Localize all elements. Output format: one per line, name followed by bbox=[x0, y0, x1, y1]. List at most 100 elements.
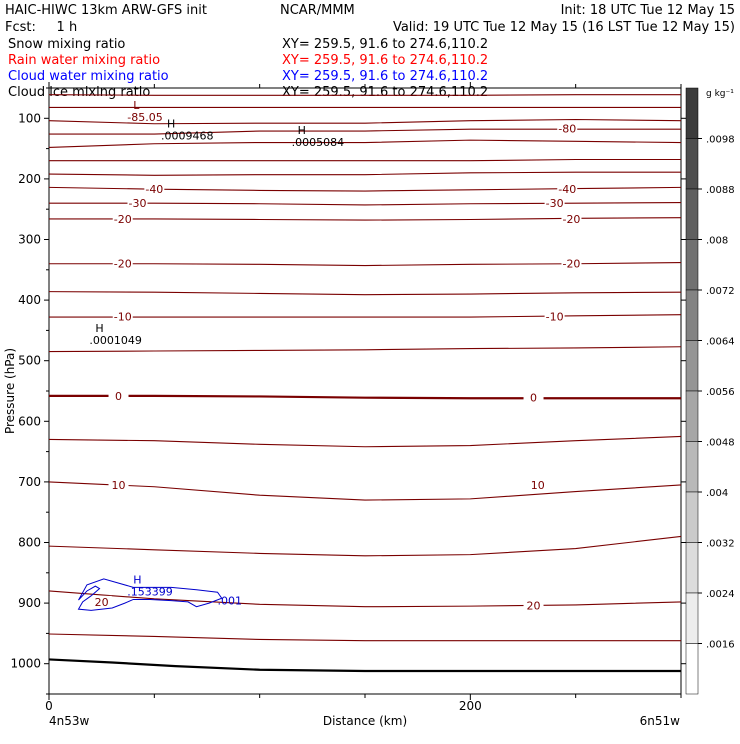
temperature-contour-18 bbox=[49, 590, 681, 608]
contour-label-bg-8-0 bbox=[127, 197, 148, 209]
contour-label-bg-16-1 bbox=[527, 478, 548, 490]
contour-label-bg-10-1 bbox=[561, 257, 582, 269]
colorbar-label-10: .0016 bbox=[706, 640, 735, 651]
extremum-value-3: .0001049 bbox=[89, 334, 142, 347]
contour-label-14-0: 0 bbox=[115, 390, 122, 403]
y-tick-label-6: 700 bbox=[18, 475, 41, 489]
contour-label-bg-14-0 bbox=[108, 389, 129, 401]
extrema-markers: L-85.05 H.0009468 H.0005084H.0001049H.1533… bbox=[89, 99, 344, 598]
temperature-contour-7 bbox=[49, 186, 681, 192]
colorbar-segment-9 bbox=[685, 542, 699, 594]
colorbar-label-3: .0072 bbox=[706, 286, 735, 297]
header-valid-time: Valid: 19 UTC Tue 12 May 15 (16 LST Tue … bbox=[393, 20, 735, 35]
colorbar-label-2: .008 bbox=[706, 236, 728, 247]
colorbar-segment-7 bbox=[685, 441, 699, 493]
temperature-contour-17 bbox=[49, 535, 681, 557]
y-tick-label-3: 400 bbox=[18, 293, 41, 307]
contour-label-8-1: -30 bbox=[546, 197, 564, 210]
colorbar-segment-1 bbox=[685, 138, 699, 190]
field-name-3: Cloud ice mixing ratio bbox=[8, 85, 150, 100]
temperature-contour-11 bbox=[49, 291, 681, 296]
contour-label-7-1: -40 bbox=[558, 183, 576, 196]
extremum-symbol-3: H bbox=[95, 322, 103, 335]
colorbar-segment-5 bbox=[685, 340, 699, 392]
extremum-value-2: .0005084 bbox=[292, 136, 345, 149]
temperature-contour-16 bbox=[49, 481, 681, 501]
plot-area: .001 -80-40 -40-30 -30-20 -20-20 -20-10 -100 0… bbox=[48, 87, 682, 695]
y-tick-label-8: 900 bbox=[18, 596, 41, 610]
colorbar-label-7: .004 bbox=[706, 488, 728, 499]
colorbar-unit: g kg⁻¹ bbox=[706, 89, 734, 99]
field-legend: Snow mixing ratio XY= 259.5, 91.6 to 274.… bbox=[8, 37, 488, 100]
contour-label-bg-18-0 bbox=[91, 595, 112, 607]
temperature-contour-6 bbox=[49, 171, 681, 176]
colorbar-label-0: .0098 bbox=[706, 135, 735, 146]
contour-label-18-0: 20 bbox=[95, 596, 109, 609]
field-name-0: Snow mixing ratio bbox=[8, 37, 125, 52]
field-xy-2: XY= 259.5, 91.6 to 274.6,110.2 bbox=[282, 69, 488, 84]
colorbar-segment-0 bbox=[685, 87, 699, 139]
contour-label-14-1: 0 bbox=[530, 392, 537, 405]
contour-label-18-1: 20 bbox=[527, 600, 541, 613]
extremum-symbol-2: H bbox=[298, 124, 306, 137]
contour-label-12-1: -10 bbox=[546, 310, 564, 323]
header-model-title: HAIC-HIWC 13km ARW-GFS init bbox=[5, 3, 207, 18]
contour-label-9-1: -20 bbox=[562, 213, 580, 226]
cloud-water-contours: .001 bbox=[77, 578, 242, 611]
field-xy-1: XY= 259.5, 91.6 to 274.6,110.2 bbox=[282, 53, 488, 68]
extremum-value-1: .0009468 bbox=[161, 129, 214, 142]
colorbar-label-4: .0064 bbox=[706, 337, 735, 348]
colorbar-segment-8 bbox=[685, 491, 699, 543]
extremum-symbol-1: H bbox=[167, 117, 175, 130]
contour-label-bg-9-1 bbox=[561, 212, 582, 224]
field-name-2: Cloud water mixing ratio bbox=[8, 69, 169, 84]
x-axis-right-end-label: 6n51w bbox=[640, 714, 681, 728]
colorbar-label-6: .0048 bbox=[706, 438, 735, 449]
header-init-time: Init: 18 UTC Tue 12 May 15 bbox=[561, 3, 735, 18]
temperature-contour-13 bbox=[49, 346, 681, 353]
contour-label-bg-7-1 bbox=[557, 183, 578, 195]
y-axis-label: Pressure (hPa) bbox=[3, 348, 17, 434]
temperature-contour-labels: -80-40 -40-30 -30-20 -20-20 -20-10 -100 010 102… bbox=[91, 122, 582, 613]
temperature-contour-8 bbox=[49, 201, 681, 206]
x-axis-left-end-label: 4n53w bbox=[49, 714, 90, 728]
temperature-contour-12 bbox=[49, 314, 681, 318]
contour-label-12-0: -10 bbox=[114, 310, 132, 323]
contour-label-16-0: 10 bbox=[112, 479, 126, 492]
colorbar-label-8: .0032 bbox=[706, 539, 735, 550]
x-tick-label-1: 200 bbox=[459, 699, 482, 713]
extremum-value-4: .153399 bbox=[127, 586, 172, 599]
header-center-title: NCAR/MMM bbox=[280, 3, 355, 18]
temperature-contours bbox=[49, 94, 681, 673]
field-name-1: Rain water mixing ratio bbox=[8, 53, 160, 68]
contour-label-10-1: -20 bbox=[562, 258, 580, 271]
contour-label-9-0: -20 bbox=[114, 213, 132, 226]
header-forecast-hour: Fcst: 1 h bbox=[5, 20, 77, 35]
x-tick-label-0: 0 bbox=[45, 699, 53, 713]
temperature-contour-14 bbox=[49, 394, 681, 400]
contour-label-3-0: -80 bbox=[558, 123, 576, 136]
contour-label-8-0: -30 bbox=[128, 197, 146, 210]
contour-label-10-0: -20 bbox=[114, 258, 132, 271]
cloud-water-contour-0 bbox=[77, 578, 223, 611]
y-tick-label-7: 800 bbox=[18, 536, 41, 550]
plot-frame bbox=[48, 87, 682, 695]
colorbar: g kg⁻¹ .0098 .0088 .008 .0072 .0064 .0056 .0048… bbox=[685, 87, 735, 695]
colorbar-label-9: .0024 bbox=[706, 589, 735, 600]
extremum-value-0: -85.05 bbox=[127, 111, 162, 124]
y-tick-label-4: 500 bbox=[18, 354, 41, 368]
y-tick-label-0: 100 bbox=[18, 111, 41, 125]
contour-label-bg-16-0 bbox=[108, 478, 129, 490]
temperature-contour-10 bbox=[49, 261, 681, 267]
contour-label-16-1: 10 bbox=[531, 479, 545, 492]
contour-label-bg-9-0 bbox=[112, 212, 133, 224]
x-axis-label: Distance (km) bbox=[323, 714, 407, 728]
colorbar-segment-3 bbox=[685, 239, 699, 291]
temperature-contour-4 bbox=[49, 139, 681, 148]
extremum-symbol-0: L bbox=[133, 99, 140, 112]
colorbar-segment-4 bbox=[685, 289, 699, 341]
temperature-contour-2 bbox=[49, 118, 681, 125]
contour-label-bg-7-0 bbox=[144, 183, 165, 195]
temperature-contour-19 bbox=[49, 633, 681, 642]
